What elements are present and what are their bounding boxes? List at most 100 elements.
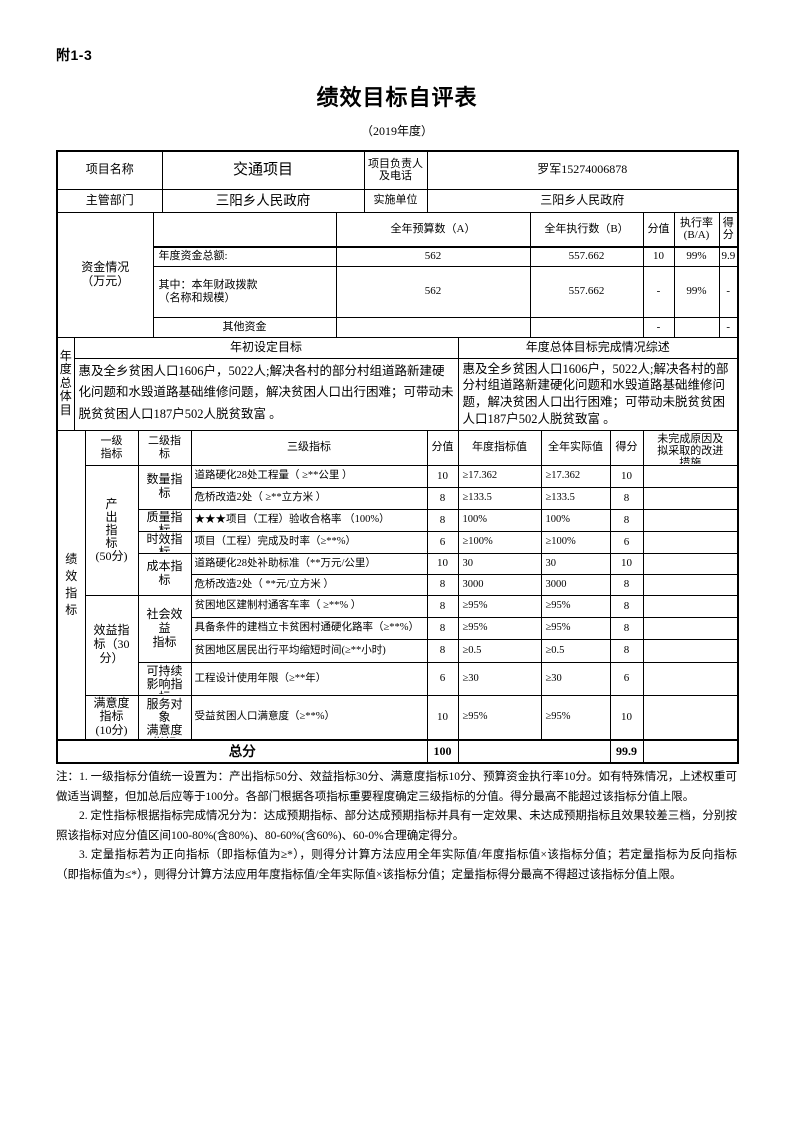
actual-cell: 30 bbox=[540, 552, 611, 575]
target-cell: ≥0.5 bbox=[457, 638, 542, 663]
got-cell: 10 bbox=[609, 694, 644, 741]
funds-section-label: 资金情况 （万元） bbox=[56, 211, 154, 338]
score-cell: 8 bbox=[426, 616, 459, 640]
page-subtitle: （2019年度） bbox=[360, 124, 433, 138]
target-cell: ≥17.362 bbox=[457, 464, 542, 488]
reason-cell bbox=[642, 486, 739, 510]
total-score: 100 bbox=[426, 739, 459, 764]
indicator-cell: 项目（工程）完成及时率（≥**%） bbox=[190, 530, 428, 554]
funds-got: 9.9 bbox=[718, 246, 739, 267]
footnote-1: 注：1. 一级指标分值统一设置为：产出指标50分、效益指标30分、满意度指标10… bbox=[56, 771, 737, 803]
table-row: 年度资金总额: 562 557.662 10 99% 9.9 bbox=[57, 246, 739, 267]
impl-label: 实施单位 bbox=[363, 188, 428, 213]
total-label: 总分 bbox=[56, 739, 428, 764]
funds-got: - bbox=[718, 316, 739, 338]
page-title: 绩效目标自评表 bbox=[316, 85, 478, 110]
reason-cell bbox=[642, 573, 739, 596]
indicator-cell: 道路硬化28处补助标准（**万元/公里） bbox=[190, 552, 428, 575]
target-cell: ≥100% bbox=[457, 530, 542, 554]
got-cell: 6 bbox=[609, 661, 644, 696]
l2-quantity: 数量指 标 bbox=[137, 464, 192, 510]
actual-cell: ≥95% bbox=[540, 694, 611, 741]
reason-cell bbox=[642, 694, 739, 741]
funds-actual: 557.662 bbox=[529, 265, 644, 318]
goal-left-header: 年初设定目标 bbox=[73, 336, 459, 359]
l2-sustain: 可持续 影响指 标 bbox=[137, 661, 192, 696]
target-cell: 100% bbox=[457, 508, 542, 532]
score-cell: 8 bbox=[426, 573, 459, 596]
table-row: 贫困地区居民出行平均缩短时间(≥**小时) 8 ≥0.5 ≥0.5 8 bbox=[57, 638, 739, 663]
perf-section-spine: 绩 效 指 标 bbox=[56, 429, 86, 741]
got-cell: 8 bbox=[609, 594, 644, 618]
actual-cell: 3000 bbox=[540, 573, 611, 596]
table-row: 效益指 标（30 分） 社会效 益 指标 贫困地区建制村通客车率（ ≥**% ）… bbox=[57, 594, 739, 696]
actual-cell: ≥95% bbox=[540, 616, 611, 640]
table-row: 主管部门 三阳乡人民政府 实施单位 三阳乡人民政府 bbox=[56, 188, 739, 213]
got-cell: 10 bbox=[609, 464, 644, 488]
perf-header-l2: 二级指 标 bbox=[137, 429, 192, 466]
score-cell: 10 bbox=[426, 464, 459, 488]
l1-benefit: 效益指 标（30 分） bbox=[84, 594, 139, 696]
perf-header-got: 得分 bbox=[609, 429, 644, 466]
l2-sustain-text: 可持续 影响指 标 bbox=[146, 664, 183, 695]
total-got: 99.9 bbox=[609, 739, 644, 764]
actual-cell: ≥30 bbox=[540, 661, 611, 696]
table-row: 满意度 指标 (10分) 服务对 象 满意度 指标 受益贫困人口满意度（≥**%… bbox=[57, 694, 739, 741]
funds-header-score: 分值 bbox=[642, 211, 675, 248]
target-cell: ≥133.5 bbox=[457, 486, 542, 510]
perf-header-l3: 三级指标 bbox=[190, 429, 428, 466]
l2-service: 服务对 象 满意度 指标 bbox=[137, 694, 192, 741]
funds-rate: 99% bbox=[673, 265, 720, 318]
actual-cell: ≥17.362 bbox=[540, 464, 611, 488]
annual-goal-spine: 年 度 总 体 目 bbox=[56, 336, 75, 431]
score-cell: 8 bbox=[426, 594, 459, 618]
funds-got: - bbox=[718, 265, 739, 318]
table-row: 产 出 指 标 (50分) 数量指 标 道路硬化28处工程量（ ≥**公里 ） … bbox=[57, 464, 739, 596]
funds-budget: 562 bbox=[335, 265, 531, 318]
reason-cell bbox=[642, 638, 739, 663]
funds-budget bbox=[335, 316, 531, 338]
funds-rate: 99% bbox=[673, 246, 720, 267]
project-name-value: 交通项目 bbox=[161, 150, 365, 190]
funds-row-label: 年度资金总额: bbox=[152, 246, 337, 267]
l2-quality-text: 质量指 标 bbox=[146, 510, 183, 531]
total-tail-empty bbox=[642, 739, 739, 764]
funds-actual: 557.662 bbox=[529, 246, 644, 267]
target-cell: 30 bbox=[457, 552, 542, 575]
funds-header-rate: 执行率 (B/A) bbox=[673, 211, 720, 248]
got-cell: 8 bbox=[609, 638, 644, 663]
l2-time-text: 时效指 标 bbox=[146, 532, 183, 553]
goal-right-text: 惠及全乡贫困人口1606户，5022人;解决各村的部分村组道路新建硬化问题和水毁… bbox=[457, 357, 739, 431]
project-name-label: 项目名称 bbox=[56, 150, 163, 190]
l2-social: 社会效 益 指标 bbox=[137, 594, 192, 663]
reason-cell bbox=[642, 661, 739, 696]
score-cell: 8 bbox=[426, 486, 459, 510]
target-cell: 3000 bbox=[457, 573, 542, 596]
attachment-label: 附1-3 bbox=[56, 47, 93, 63]
perf-header-l1: 一级 指标 bbox=[84, 429, 139, 466]
indicator-cell: 道路硬化28处工程量（ ≥**公里 ） bbox=[190, 464, 428, 488]
perf-header-reason-text: 未完成原因及 拟采取的改进 措施 bbox=[657, 433, 724, 465]
reason-cell bbox=[642, 552, 739, 575]
goal-right-header: 年度总体目标完成情况综述 bbox=[457, 336, 739, 359]
perf-header-target: 年度指标值 bbox=[457, 429, 542, 466]
self-evaluation-table: 项目名称 交通项目 项目负责人 及电话 罗军15274006878 主管部门 三… bbox=[56, 150, 740, 765]
table-row: 质量指 标 ★★★项目（工程）验收合格率 （100%） 8 100% 100% … bbox=[57, 508, 739, 532]
indicator-cell: 贫困地区建制村通客车率（ ≥**% ） bbox=[190, 594, 428, 618]
funds-budget: 562 bbox=[335, 246, 531, 267]
impl-value: 三阳乡人民政府 bbox=[426, 188, 739, 213]
got-cell: 10 bbox=[609, 552, 644, 575]
perf-header-score: 分值 bbox=[426, 429, 459, 466]
got-cell: 8 bbox=[609, 616, 644, 640]
table-row: 项目名称 交通项目 项目负责人 及电话 罗军15274006878 bbox=[56, 150, 739, 190]
score-cell: 10 bbox=[426, 552, 459, 575]
got-cell: 6 bbox=[609, 530, 644, 554]
table-row: 其他资金 - - bbox=[57, 316, 739, 338]
indicator-cell: 具备条件的建档立卡贫困村通硬化路率（≥**%） bbox=[190, 616, 428, 640]
l2-service-text: 服务对 象 满意度 指标 bbox=[146, 697, 183, 739]
table-row: 惠及全乡贫困人口1606户，5022人;解决各村的部分村组道路新建硬化问题和水毁… bbox=[57, 357, 739, 431]
funds-header-got: 得 分 bbox=[718, 211, 739, 248]
perf-header-reason: 未完成原因及 拟采取的改进 措施 bbox=[642, 429, 739, 466]
table-row: 可持续 影响指 标 工程设计使用年限（≥**年） 6 ≥30 ≥30 6 bbox=[57, 661, 739, 696]
got-cell: 8 bbox=[609, 508, 644, 532]
